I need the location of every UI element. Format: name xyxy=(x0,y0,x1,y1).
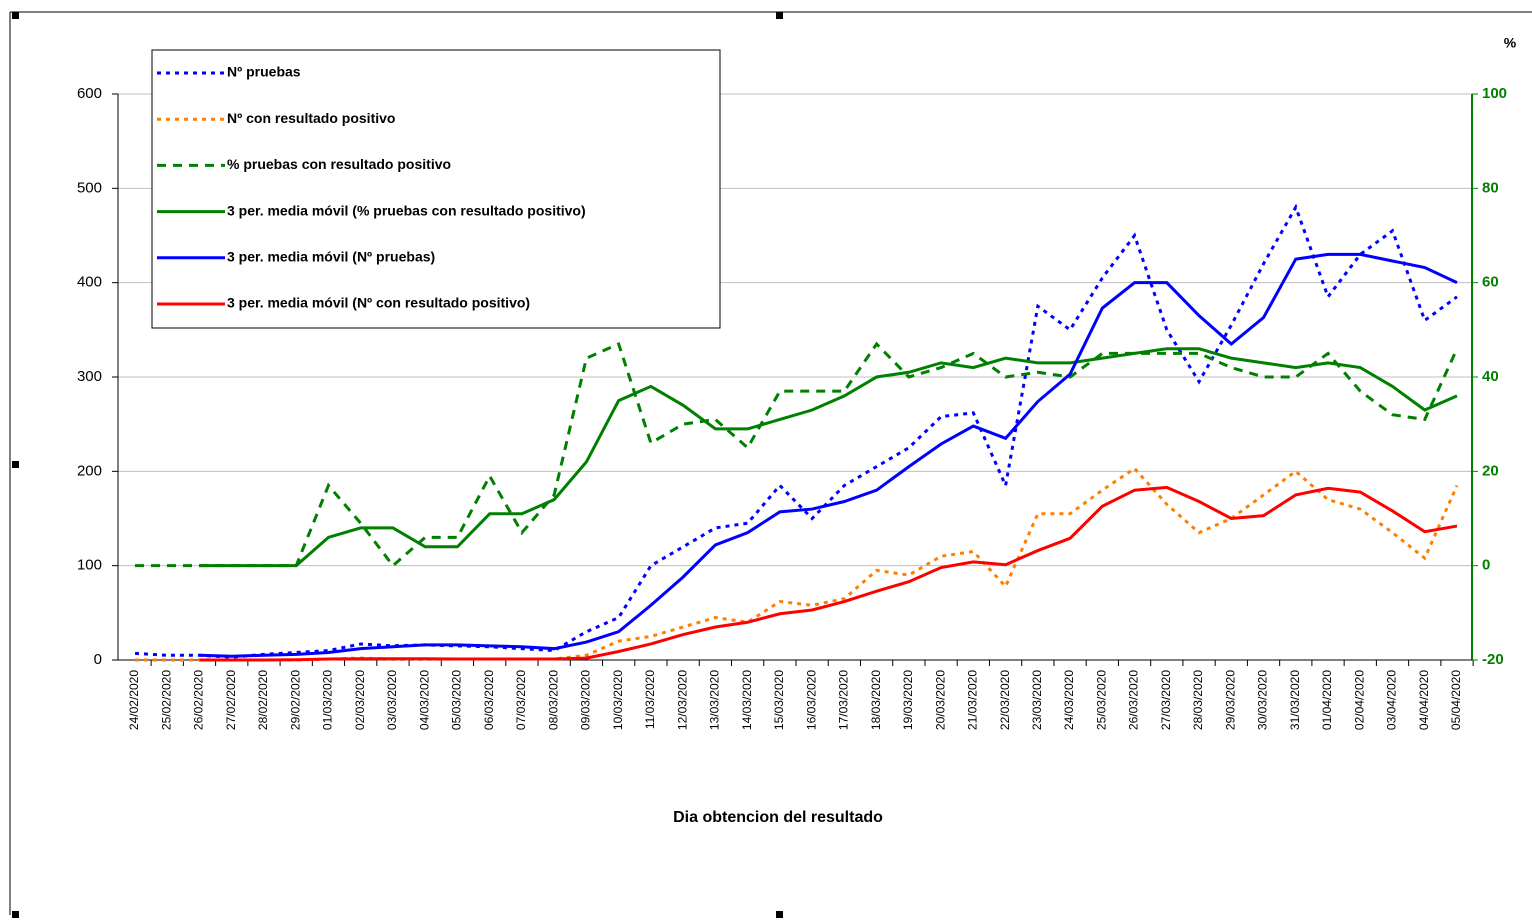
x-tick-label: 01/03/2020 xyxy=(321,670,335,730)
x-tick-label: 28/02/2020 xyxy=(256,670,270,730)
legend-label: 3 per. media móvil (Nº pruebas) xyxy=(227,249,435,265)
handle xyxy=(776,12,783,19)
legend-label: Nº pruebas xyxy=(227,64,301,80)
x-tick-label: 10/03/2020 xyxy=(611,670,625,730)
x-tick-label: 04/04/2020 xyxy=(1417,670,1431,730)
legend-box xyxy=(151,49,721,329)
x-tick-label: 03/03/2020 xyxy=(385,670,399,730)
x-tick-label: 29/03/2020 xyxy=(1223,670,1237,730)
y2-axis-title: % xyxy=(1504,35,1517,51)
legend-label: 3 per. media móvil (Nº con resultado pos… xyxy=(227,295,530,311)
x-tick-label: 01/04/2020 xyxy=(1320,670,1334,730)
y-tick-label: 500 xyxy=(77,179,102,196)
x-tick-label: 21/03/2020 xyxy=(966,670,980,730)
x-tick-label: 02/04/2020 xyxy=(1352,670,1366,730)
y-tick-label: 600 xyxy=(77,85,102,102)
x-tick-label: 29/02/2020 xyxy=(288,670,302,730)
x-tick-label: 23/03/2020 xyxy=(1030,670,1044,730)
x-tick-label: 22/03/2020 xyxy=(998,670,1012,730)
x-tick-label: 25/02/2020 xyxy=(159,670,173,730)
x-tick-label: 26/03/2020 xyxy=(1127,670,1141,730)
x-tick-label: 04/03/2020 xyxy=(417,670,431,730)
x-tick-label: 19/03/2020 xyxy=(901,670,915,730)
x-tick-label: 11/03/2020 xyxy=(643,670,657,729)
y-tick-label: 0 xyxy=(94,651,102,668)
y-tick-label: 400 xyxy=(77,274,102,291)
x-tick-label: 13/03/2020 xyxy=(708,670,722,730)
x-tick-label: 27/03/2020 xyxy=(1159,670,1173,730)
series-line xyxy=(199,252,1458,658)
x-tick-label: 20/03/2020 xyxy=(933,670,947,730)
x-tick-label: 14/03/2020 xyxy=(740,670,754,730)
x-tick-label: 18/03/2020 xyxy=(869,670,883,730)
x-tick-label: 15/03/2020 xyxy=(772,670,786,730)
y2-tick-label: 20 xyxy=(1482,462,1499,479)
legend-label: Nº con resultado positivo xyxy=(227,110,395,126)
series-line xyxy=(199,347,1458,568)
x-tick-label: 25/03/2020 xyxy=(1094,670,1108,730)
x-tick-label: 05/04/2020 xyxy=(1449,670,1463,730)
x-tick-label: 06/03/2020 xyxy=(482,670,496,730)
y2-tick-label: -20 xyxy=(1482,651,1504,668)
x-tick-label: 24/03/2020 xyxy=(1062,670,1076,730)
y2-tick-label: 60 xyxy=(1482,274,1499,291)
y-tick-label: 300 xyxy=(77,368,102,385)
series-line xyxy=(199,485,1458,662)
x-tick-label: 24/02/2020 xyxy=(127,670,141,730)
legend-label: 3 per. media móvil (% pruebas con result… xyxy=(227,202,586,218)
x-tick-label: 17/03/2020 xyxy=(837,670,851,730)
series-line xyxy=(135,341,1459,568)
series-line xyxy=(135,466,1459,662)
x-tick-label: 26/02/2020 xyxy=(192,670,206,730)
x-tick-label: 27/02/2020 xyxy=(224,670,238,730)
handle xyxy=(12,461,19,468)
handle xyxy=(12,911,19,918)
x-tick-label: 30/03/2020 xyxy=(1256,670,1270,730)
x-axis-title: Dia obtencion del resultado xyxy=(673,809,883,826)
x-tick-label: 09/03/2020 xyxy=(579,670,593,730)
legend-label: % pruebas con resultado positivo xyxy=(227,156,451,172)
legend: Nº pruebas Nº con resultado positivo % pru… xyxy=(151,49,721,329)
x-tick-label: 08/03/2020 xyxy=(546,670,560,730)
x-tick-label: 12/03/2020 xyxy=(675,670,689,730)
plot xyxy=(134,203,1459,662)
y-tick-label: 200 xyxy=(77,462,102,479)
y-tick-label: 100 xyxy=(77,557,102,574)
y2-tick-label: 0 xyxy=(1482,557,1490,574)
x-tick-label: 07/03/2020 xyxy=(514,670,528,730)
x-tick-label: 03/04/2020 xyxy=(1385,670,1399,730)
handle xyxy=(776,911,783,918)
y2-tick-label: 100 xyxy=(1482,85,1507,102)
x-tick-label: 31/03/2020 xyxy=(1288,670,1302,730)
x-tick-label: 05/03/2020 xyxy=(450,670,464,730)
handle xyxy=(12,12,19,19)
y2-tick-label: 40 xyxy=(1482,368,1499,385)
x-tick-label: 28/03/2020 xyxy=(1191,670,1205,730)
y2-tick-label: 80 xyxy=(1482,179,1499,196)
x-tick-label: 16/03/2020 xyxy=(804,670,818,730)
x-tick-label: 02/03/2020 xyxy=(353,670,367,730)
